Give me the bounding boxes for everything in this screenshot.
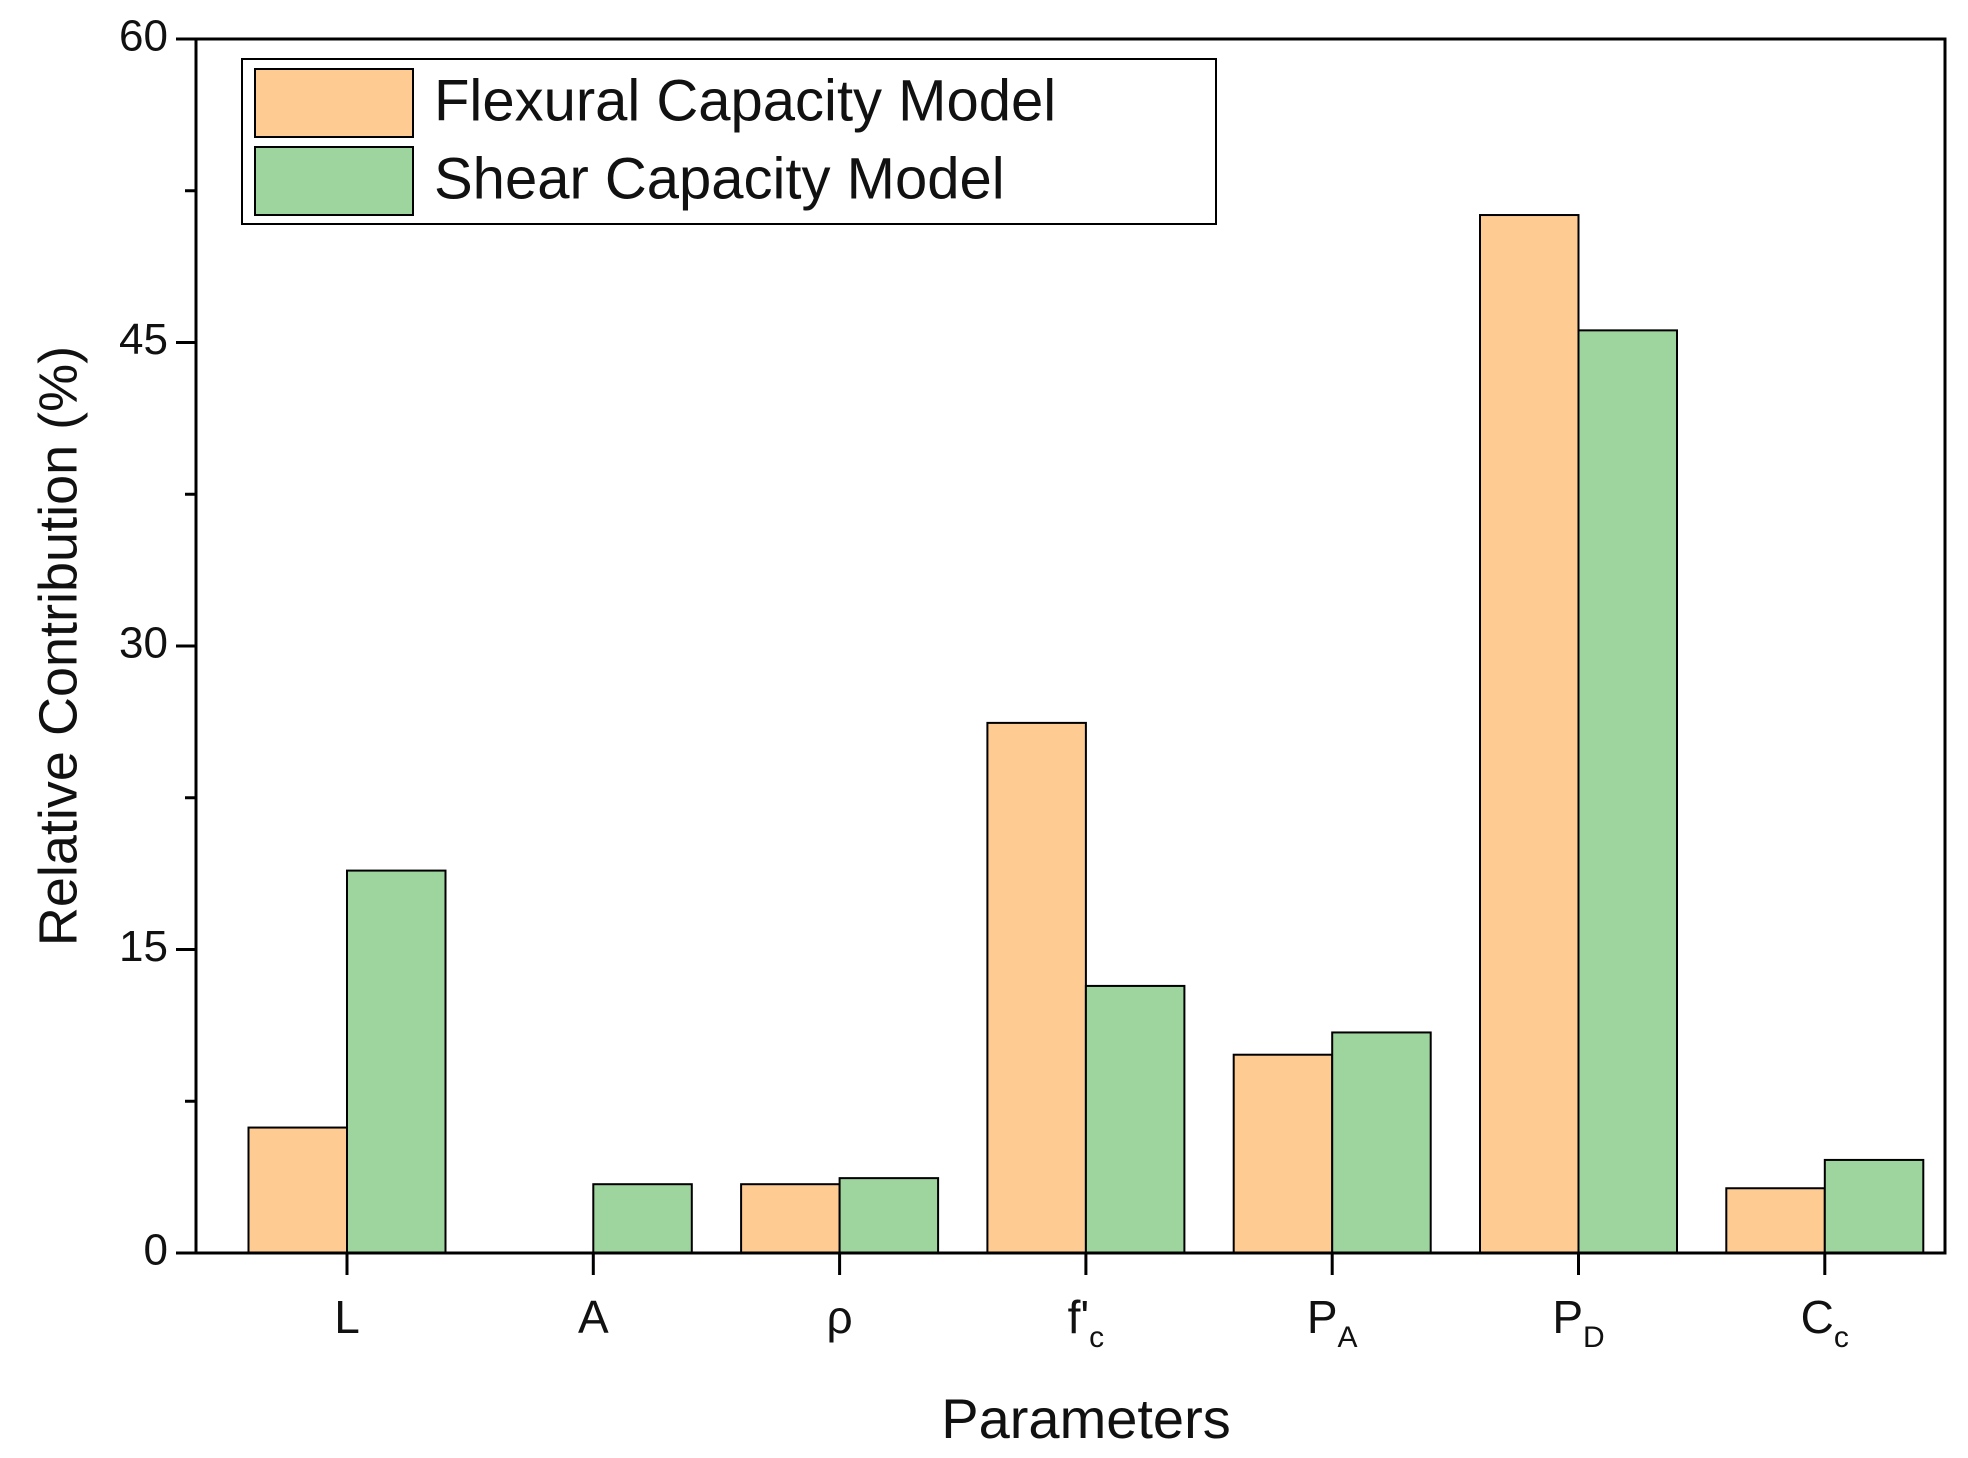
- bar: [1084, 984, 1186, 1254]
- bar: [592, 1183, 693, 1254]
- legend-swatch: [254, 146, 414, 216]
- bar: [986, 721, 1087, 1254]
- bar: [1232, 1053, 1334, 1255]
- bar: [1823, 1158, 1925, 1254]
- y-tick-label: 15: [119, 922, 168, 971]
- plot-frame: [194, 37, 1947, 1255]
- category-label: f': [1068, 1291, 1090, 1343]
- bar: [346, 869, 447, 1255]
- bar: [1577, 329, 1678, 1254]
- bar: [740, 1183, 841, 1254]
- y-tick-label: 60: [119, 12, 168, 61]
- y-axis-title: Relative Contribution (%): [28, 346, 88, 946]
- x-axis-title: Parameters: [941, 1387, 1230, 1450]
- bar: [1725, 1187, 1826, 1254]
- x-tick-label: PA: [1307, 1291, 1358, 1354]
- x-tick-label: ρ: [827, 1291, 853, 1343]
- category-label: ρ: [827, 1291, 853, 1343]
- category-label: P: [1552, 1291, 1583, 1343]
- category-label: P: [1307, 1291, 1338, 1343]
- category-subscript: c: [1834, 1321, 1849, 1354]
- category-subscript: c: [1089, 1321, 1104, 1354]
- bar: [1479, 214, 1580, 1254]
- x-tick-label: PD: [1552, 1291, 1604, 1354]
- legend-label: Flexural Capacity Model: [434, 68, 1056, 133]
- bar: [1331, 1031, 1432, 1254]
- category-subscript: D: [1583, 1321, 1605, 1354]
- category-subscript: A: [1338, 1321, 1358, 1354]
- category-label: A: [578, 1291, 609, 1343]
- bar: [247, 1126, 348, 1255]
- x-tick-label: f'c: [1068, 1291, 1105, 1354]
- bar: [838, 1177, 940, 1255]
- x-tick-label: L: [334, 1291, 360, 1343]
- legend-swatch: [254, 68, 414, 138]
- y-tick-label: 45: [119, 315, 168, 364]
- y-tick-label: 0: [144, 1226, 168, 1275]
- x-tick-label: Cc: [1801, 1291, 1849, 1354]
- category-label: C: [1801, 1291, 1834, 1343]
- x-tick-label: A: [578, 1291, 609, 1343]
- y-tick-label: 30: [119, 619, 168, 668]
- category-label: L: [334, 1291, 360, 1343]
- legend-label: Shear Capacity Model: [434, 146, 1005, 211]
